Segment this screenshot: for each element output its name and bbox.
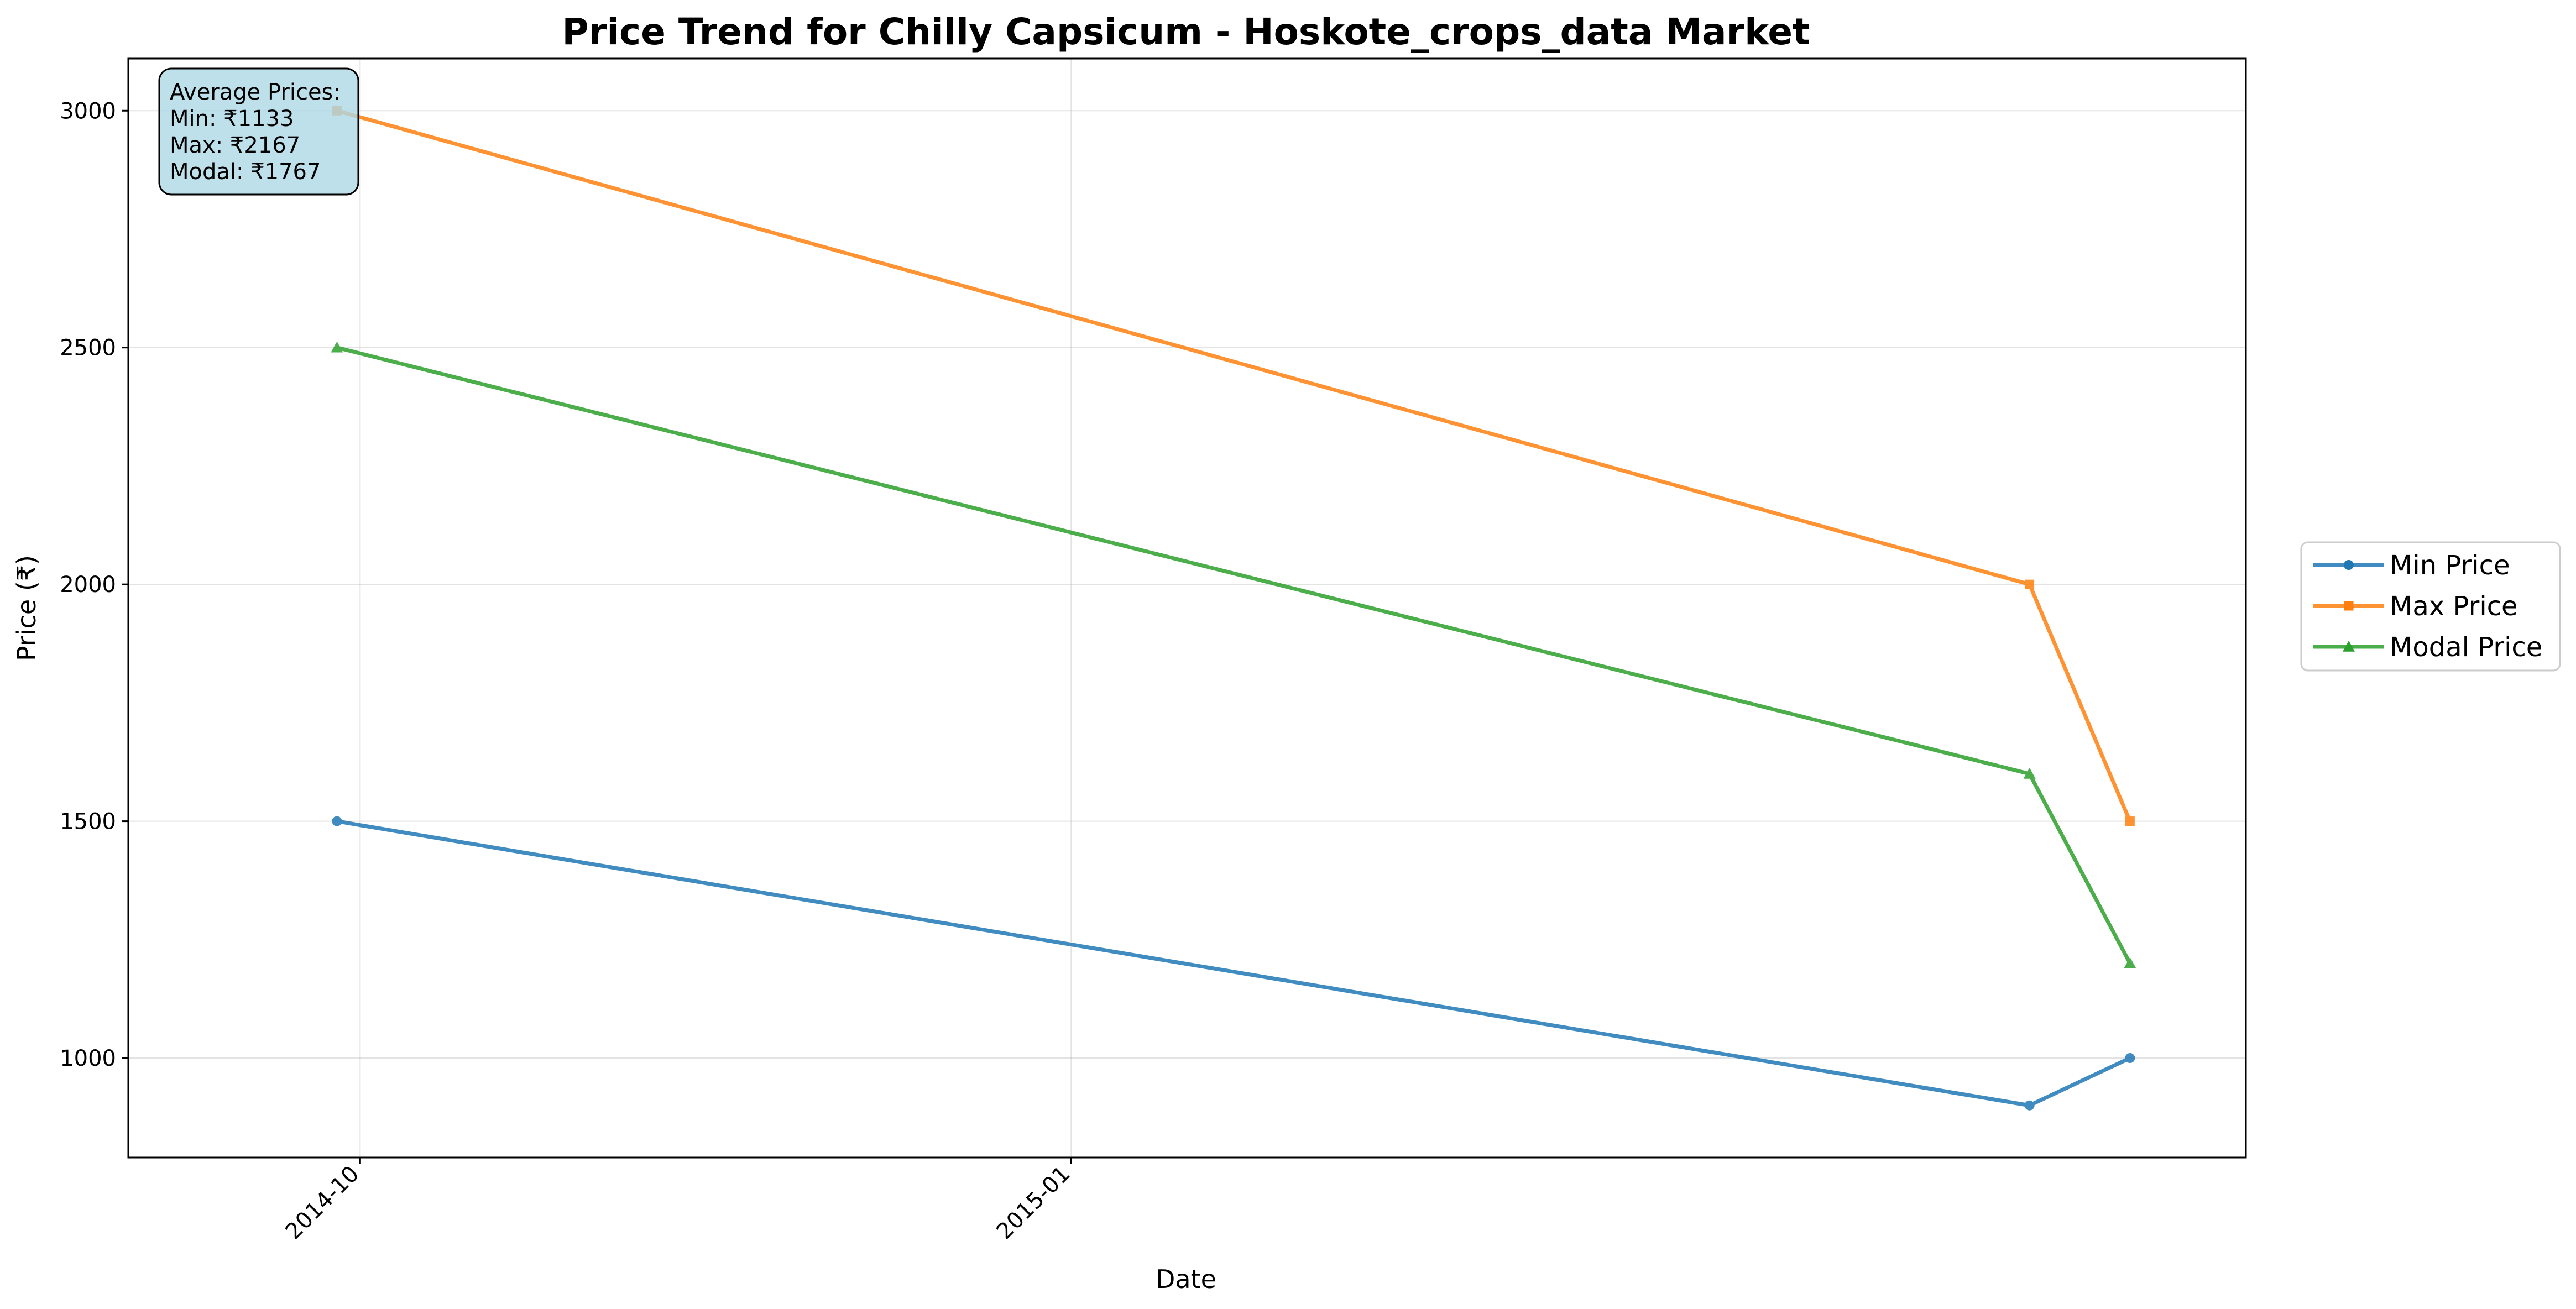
legend-swatch-marker: [2344, 560, 2354, 570]
average-prices-box: Average Prices: Min: ₹1133 Max: ₹2167 Mo…: [158, 67, 359, 196]
average-max-price: Max: ₹2167: [170, 133, 300, 158]
min-price-point: [2024, 1100, 2035, 1111]
y-axis-ticks: 1000 1500 2000 2500 3000: [60, 98, 128, 1071]
legend-swatch-marker: [2343, 641, 2355, 652]
legend-label: Modal Price: [2390, 632, 2542, 663]
y-axis-label: Price (₹): [12, 555, 41, 661]
y-tick-label: 1000: [60, 1046, 116, 1071]
legend: Min Price Max Price Modal Price: [2300, 541, 2561, 672]
legend-entry-max-price: Max Price: [2313, 591, 2518, 622]
average-min-price: Min: ₹1133: [170, 106, 294, 132]
legend-label: Min Price: [2390, 550, 2510, 581]
average-modal-price: Modal: ₹1767: [170, 159, 321, 185]
y-tick-label: 3000: [60, 98, 116, 124]
legend-frame: [2300, 541, 2561, 672]
min-price-series: [332, 816, 2135, 1111]
x-axis-label: Date: [1156, 1264, 1216, 1294]
modal-price-point: [331, 341, 343, 353]
modal-price-point: [2023, 767, 2036, 779]
modal-price-point: [2124, 957, 2136, 968]
legend-entry-min-price: Min Price: [2313, 550, 2510, 581]
legend-entry-modal-price: Modal Price: [2313, 632, 2542, 663]
average-prices-background: [158, 67, 359, 196]
chart-title: Price Trend for Chilly Capsicum - Hoskot…: [562, 11, 1810, 53]
average-prices-heading: Average Prices:: [170, 80, 341, 105]
legend-label: Max Price: [2390, 591, 2518, 622]
max-price-point: [2125, 816, 2135, 826]
min-price-point: [2125, 1053, 2135, 1064]
modal-price-series: [331, 341, 2136, 968]
max-price-point: [2025, 579, 2035, 589]
series-lines: [331, 106, 2136, 1111]
y-tick-label: 2500: [60, 336, 116, 361]
min-price-point: [332, 816, 342, 826]
y-tick-label: 2000: [60, 572, 116, 598]
plot-area: [128, 59, 2246, 1158]
legend-swatch-marker: [2344, 601, 2354, 611]
y-tick-label: 1500: [60, 809, 116, 835]
plot-frame: [127, 57, 2247, 1159]
legend-entries: Min Price Max Price Modal Price: [2313, 550, 2542, 663]
